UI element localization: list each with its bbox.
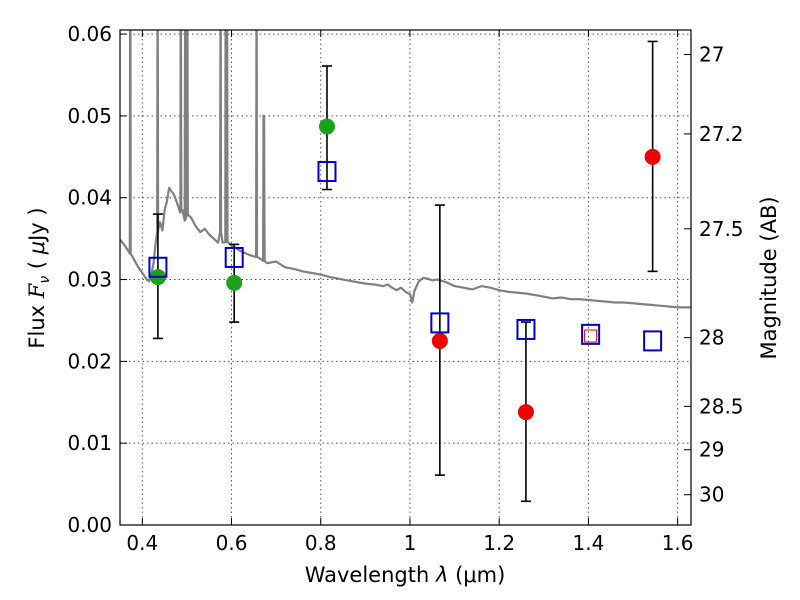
x-axis-label-unit: (μm) [448,563,505,587]
y2-tick-label: 30 [699,483,724,507]
y-axis-label-mu: μ [25,241,49,255]
x-axis-label-prefix: Wavelength [305,563,436,587]
y-axis-label-open: ( [25,254,49,276]
axis-ticks: 0.4 0.6 0.8 1 1.2 1.4 1.6 0.00 0.01 0.02 0.03 0.04 0… [67,22,743,555]
y-tick-label: 0.05 [67,104,112,128]
x-tick-label: 0.6 [216,531,248,555]
y-tick-label: 0.00 [67,513,112,537]
x-axis-label-symbol: λ [435,563,448,587]
y2-tick-label: 28 [699,326,724,350]
y-axis-label-symbol: F [25,282,49,299]
x-tick-label: 1.4 [572,531,604,555]
y-tick-label: 0.06 [67,22,112,46]
model-photometry-marker [581,323,601,345]
x-tick-label: 1 [404,531,417,555]
ir-point-marker [644,148,661,165]
y-axis-label-unit: Jy ) [25,207,49,243]
ir-point-marker [584,329,598,343]
model-photometry-marker [224,246,244,268]
y2-tick-label: 27.5 [699,217,744,241]
model-photometry-marker [148,256,168,278]
y-axis-label-prefix: Flux [25,298,49,348]
optical-point-marker [226,274,243,291]
ir-point-marker [517,404,534,421]
y2-tick-label: 29 [699,438,724,462]
y-axis-label-subscript: ν [37,276,53,284]
ir-point-marker [431,332,448,349]
plot-frame [119,29,692,526]
y-tick-label: 0.03 [67,268,112,292]
model-photometry-marker [317,161,337,183]
y-tick-label: 0.04 [67,186,112,210]
y2-axis-label: Magnitude (AB) [757,196,781,359]
y-tick-label: 0.02 [67,349,112,373]
y-tick-label: 0.01 [67,431,112,455]
y-axis-label: Flux Fν ( μJy ) [25,207,53,348]
model-spectrum [120,30,691,309]
optical-point-marker [318,118,335,135]
model-photometry-marker [516,318,536,340]
y2-tick-label: 27.2 [699,122,744,146]
data-markers [148,118,663,421]
model-photometry-marker [643,330,663,352]
x-tick-label: 1.2 [483,531,515,555]
x-tick-label: 0.4 [126,531,158,555]
x-tick-label: 1.6 [662,531,694,555]
model-photometry-marker [430,312,450,334]
y2-tick-label: 28.5 [699,394,744,418]
error-bars [152,40,658,503]
y2-tick-label: 27 [699,43,724,67]
x-tick-label: 0.8 [305,531,337,555]
grid-lines [120,30,691,526]
x-axis-label: Wavelength λ (μm) [305,563,506,587]
model-spectrum-line [120,30,691,309]
